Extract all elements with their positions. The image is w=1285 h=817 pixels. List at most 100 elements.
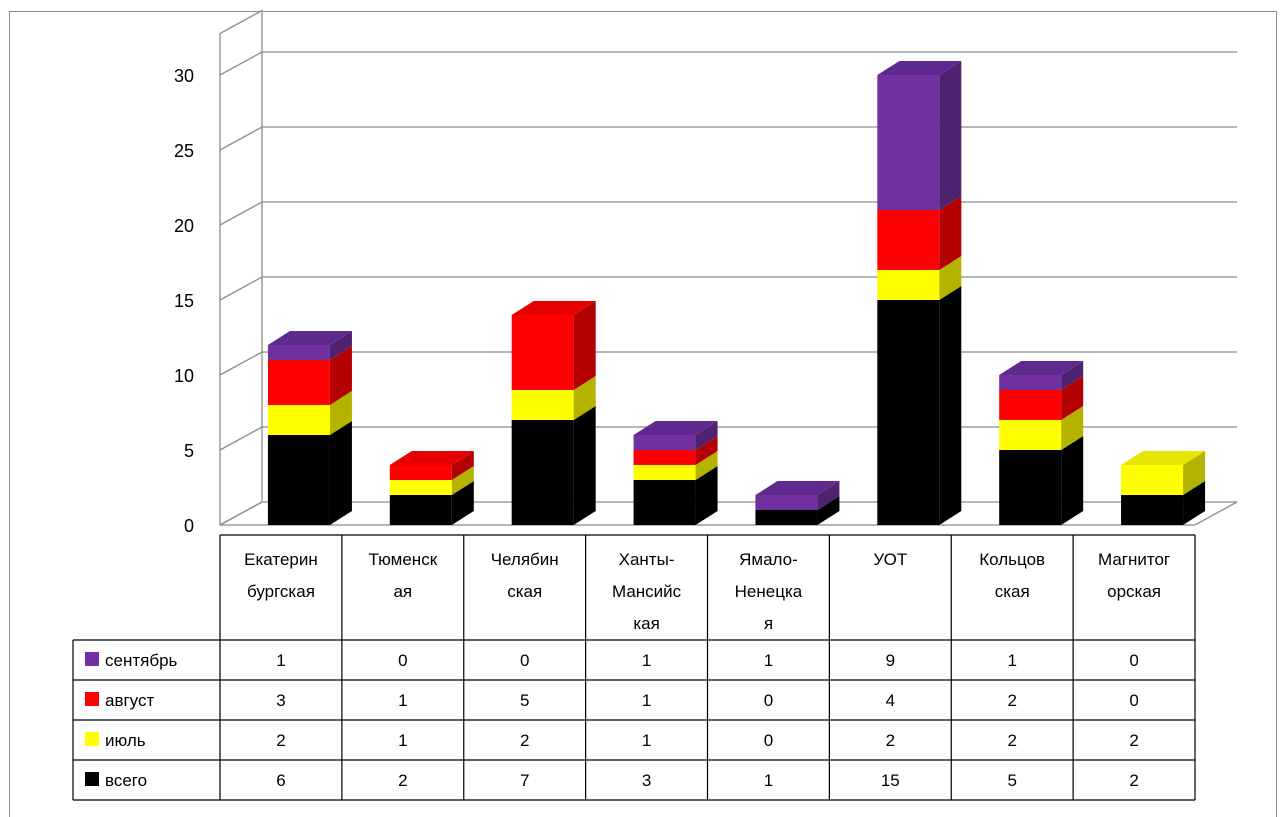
- bar-segment-side: [939, 196, 962, 270]
- table-value: 2: [276, 731, 285, 750]
- gridline: [219, 126, 1237, 151]
- bar-segment-front: [755, 495, 818, 510]
- bar-top: [755, 481, 840, 495]
- bar-top: [877, 61, 962, 75]
- bar-segment-front: [511, 420, 574, 525]
- bar-segment-side: [939, 286, 962, 525]
- table-value: 0: [1129, 691, 1138, 710]
- y-tick-label: 20: [174, 216, 194, 236]
- table-value: 1: [764, 771, 773, 790]
- bar-segment-side: [695, 466, 718, 525]
- bar-segment-front: [633, 480, 696, 525]
- table-value: 6: [276, 771, 285, 790]
- category-label: ская: [507, 582, 542, 601]
- bar-segment-front: [877, 75, 940, 210]
- y-tick-label: 5: [184, 441, 194, 461]
- bar-segment-front: [999, 420, 1062, 450]
- table-value: 7: [520, 771, 529, 790]
- category-label: Мансийс: [612, 582, 682, 601]
- table-value: 0: [1129, 651, 1138, 670]
- gridline: [219, 426, 1237, 451]
- bar-segment-side: [939, 256, 962, 300]
- bar-segment-front: [999, 450, 1062, 525]
- table-value: 2: [1007, 691, 1016, 710]
- bar-segment-side: [1061, 406, 1084, 450]
- gridline: [219, 351, 1237, 376]
- legend-swatch: [85, 772, 99, 786]
- legend-swatch: [85, 692, 99, 706]
- table-value: 1: [642, 651, 651, 670]
- table-value: 2: [1129, 771, 1138, 790]
- gridline: [219, 51, 1237, 76]
- table-value: 5: [1007, 771, 1016, 790]
- bar-top: [267, 331, 352, 345]
- legend-label: август: [105, 691, 154, 710]
- bar-top: [633, 421, 718, 435]
- category-label: Екатерин: [244, 550, 318, 569]
- bar-segment-side: [451, 481, 474, 525]
- bar-segment-side: [695, 421, 718, 450]
- bar-segment-front: [877, 270, 940, 300]
- bar-segment-side: [1061, 376, 1084, 420]
- legend-label: всего: [105, 771, 147, 790]
- bar-segment-side: [573, 406, 596, 525]
- table-value: 1: [1007, 651, 1016, 670]
- legend-label: июль: [105, 731, 146, 750]
- table-value: 0: [398, 651, 407, 670]
- bar-segment-side: [1183, 451, 1206, 495]
- bar-segment-front: [267, 360, 330, 405]
- bar-segment-front: [633, 450, 696, 465]
- bar-segment-front: [267, 345, 330, 360]
- table-value: 1: [642, 691, 651, 710]
- category-label: Ханты-: [619, 550, 675, 569]
- category-label: я: [764, 614, 773, 633]
- category-label: орская: [1107, 582, 1161, 601]
- table-value: 1: [276, 651, 285, 670]
- bar-segment-side: [939, 61, 962, 210]
- category-label: Ямало-: [739, 550, 798, 569]
- table-value: 1: [642, 731, 651, 750]
- category-label: Магнитог: [1098, 550, 1170, 569]
- category-label: бургская: [247, 582, 315, 601]
- table-value: 1: [398, 691, 407, 710]
- bar-segment-side: [573, 376, 596, 420]
- legend-label: сентябрь: [105, 651, 178, 670]
- bar-top: [1121, 451, 1206, 465]
- table-value: 0: [764, 691, 773, 710]
- bar-top: [999, 361, 1084, 375]
- table-value: 0: [764, 731, 773, 750]
- bar-segment-front: [877, 300, 940, 525]
- bar-segment-side: [573, 301, 596, 390]
- table-value: 0: [520, 651, 529, 670]
- category-label: УОТ: [873, 550, 907, 569]
- floor: [219, 501, 1238, 526]
- category-label: Кольцов: [979, 550, 1045, 569]
- table-value: 1: [398, 731, 407, 750]
- bar-segment-front: [633, 435, 696, 450]
- bar-segment-front: [877, 210, 940, 270]
- gridline: [219, 276, 1237, 301]
- bar-segment-front: [999, 375, 1062, 390]
- bar-segment-front: [389, 465, 452, 480]
- bar-segment-side: [695, 451, 718, 480]
- category-label: Ненецка: [735, 582, 803, 601]
- category-label: Тюменск: [368, 550, 437, 569]
- y-tick-label: 15: [174, 291, 194, 311]
- bar-segment-side: [817, 481, 840, 510]
- table-value: 1: [764, 651, 773, 670]
- bar-segment-side: [1061, 436, 1084, 525]
- table-value: 2: [520, 731, 529, 750]
- legend-swatch: [85, 652, 99, 666]
- bar-segment-front: [1121, 465, 1184, 495]
- table-value: 2: [1129, 731, 1138, 750]
- category-label: Челябин: [491, 550, 559, 569]
- chart-frame: [9, 11, 1277, 817]
- y-tick-label: 25: [174, 141, 194, 161]
- bar-segment-side: [1183, 481, 1206, 525]
- bar-top: [389, 451, 474, 465]
- bar-segment-side: [329, 391, 352, 435]
- table-value: 4: [886, 691, 895, 710]
- bar-segment-front: [389, 495, 452, 525]
- table-value: 3: [642, 771, 651, 790]
